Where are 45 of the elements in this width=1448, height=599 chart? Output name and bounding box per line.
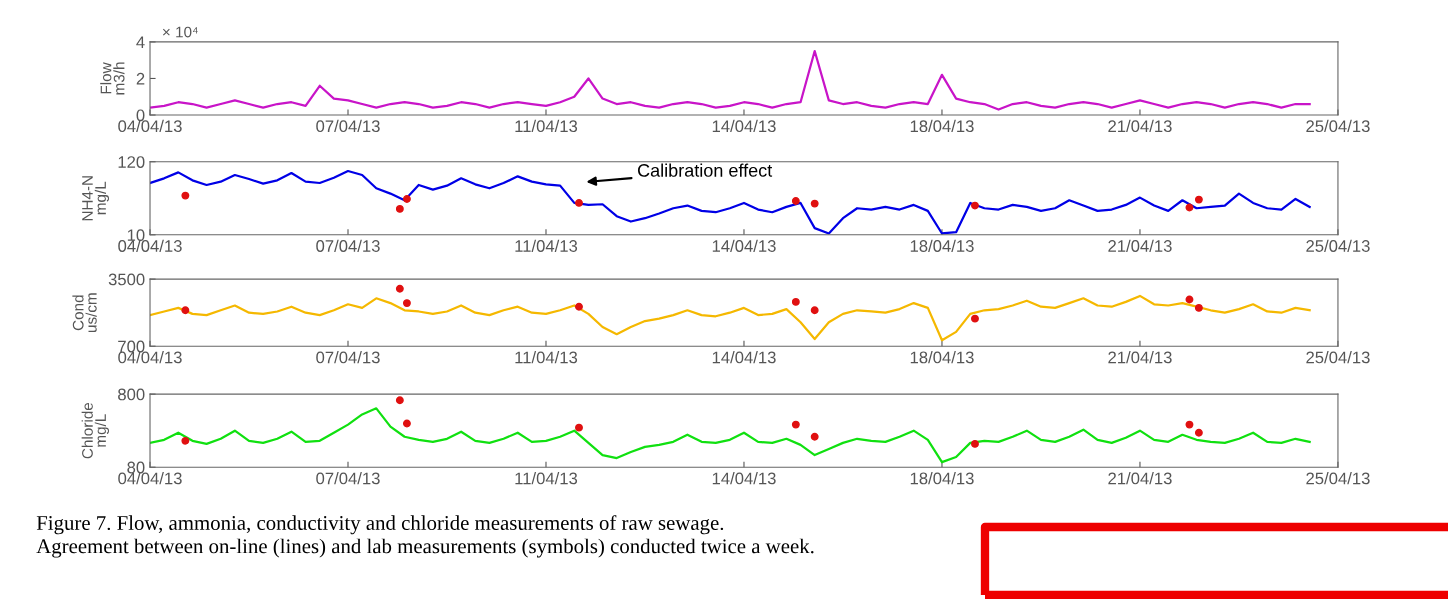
x-tick-label: 11/04/13	[515, 472, 578, 485]
y-tick-label: 10	[127, 229, 145, 242]
line-series	[150, 407, 1311, 464]
x-tick-label: 04/04/13	[118, 351, 182, 364]
x-tick-label: 18/04/13	[910, 119, 974, 133]
y-tick-label: 700	[118, 340, 145, 353]
x-tick-label: 04/04/13	[118, 472, 182, 485]
y-axis-title: NH4-N mg/L	[82, 176, 110, 221]
y-axis-title: Flow m3/h	[100, 62, 125, 95]
x-tick-label: 21/04/13	[1108, 351, 1172, 364]
x-tick-label: 18/04/13	[910, 239, 974, 252]
x-tick-label: 18/04/13	[910, 472, 974, 485]
x-tick-label: 11/04/13	[515, 119, 578, 133]
x-tick-label: 25/04/13	[1306, 239, 1370, 252]
x-tick-label: 14/04/13	[712, 351, 776, 364]
x-tick-label: 04/04/13	[118, 239, 182, 252]
x-tick-label: 07/04/13	[316, 119, 380, 133]
text: × 10⁴	[162, 26, 198, 38]
y-tick-label: 800	[118, 388, 145, 401]
x-tick-label: 11/04/13	[515, 239, 578, 252]
x-tick-label: 07/04/13	[316, 239, 380, 252]
line-series	[150, 294, 1311, 342]
y-tick-label: 120	[118, 156, 145, 168]
y-tick-label: 4	[136, 36, 145, 48]
y-tick-label: 2	[136, 72, 145, 85]
x-tick-label: 25/04/13	[1306, 351, 1370, 364]
annotation: Calibration effect	[637, 163, 773, 177]
y-axis-title: Chloride mg/L	[81, 402, 110, 459]
y-axis-title: Cond us/cm	[72, 293, 97, 333]
x-tick-label: 11/04/13	[515, 351, 578, 364]
x-tick-label: 21/04/13	[1108, 239, 1172, 252]
x-tick-label: 21/04/13	[1108, 119, 1172, 133]
line-series	[150, 49, 1311, 111]
x-tick-label: 21/04/13	[1108, 472, 1172, 485]
x-tick-label: 14/04/13	[712, 239, 776, 252]
x-tick-label: 14/04/13	[712, 119, 776, 133]
x-tick-label: 18/04/13	[910, 351, 974, 364]
x-tick-label: 07/04/13	[316, 472, 380, 485]
y-tick-label: 3500	[108, 273, 145, 286]
x-tick-label: 25/04/13	[1306, 119, 1370, 133]
caption: Figure 7. Flow, ammonia, conductivity and chloride measurements of raw sewage. Agreement between on-line (lines) and lab measurements (symbols) conducted twice a week.	[36, 515, 814, 558]
x-tick-label: 25/04/13	[1306, 472, 1370, 485]
y-tick-label: 80	[127, 461, 145, 474]
x-tick-label: 14/04/13	[712, 472, 776, 485]
x-tick-label: 07/04/13	[316, 351, 380, 364]
